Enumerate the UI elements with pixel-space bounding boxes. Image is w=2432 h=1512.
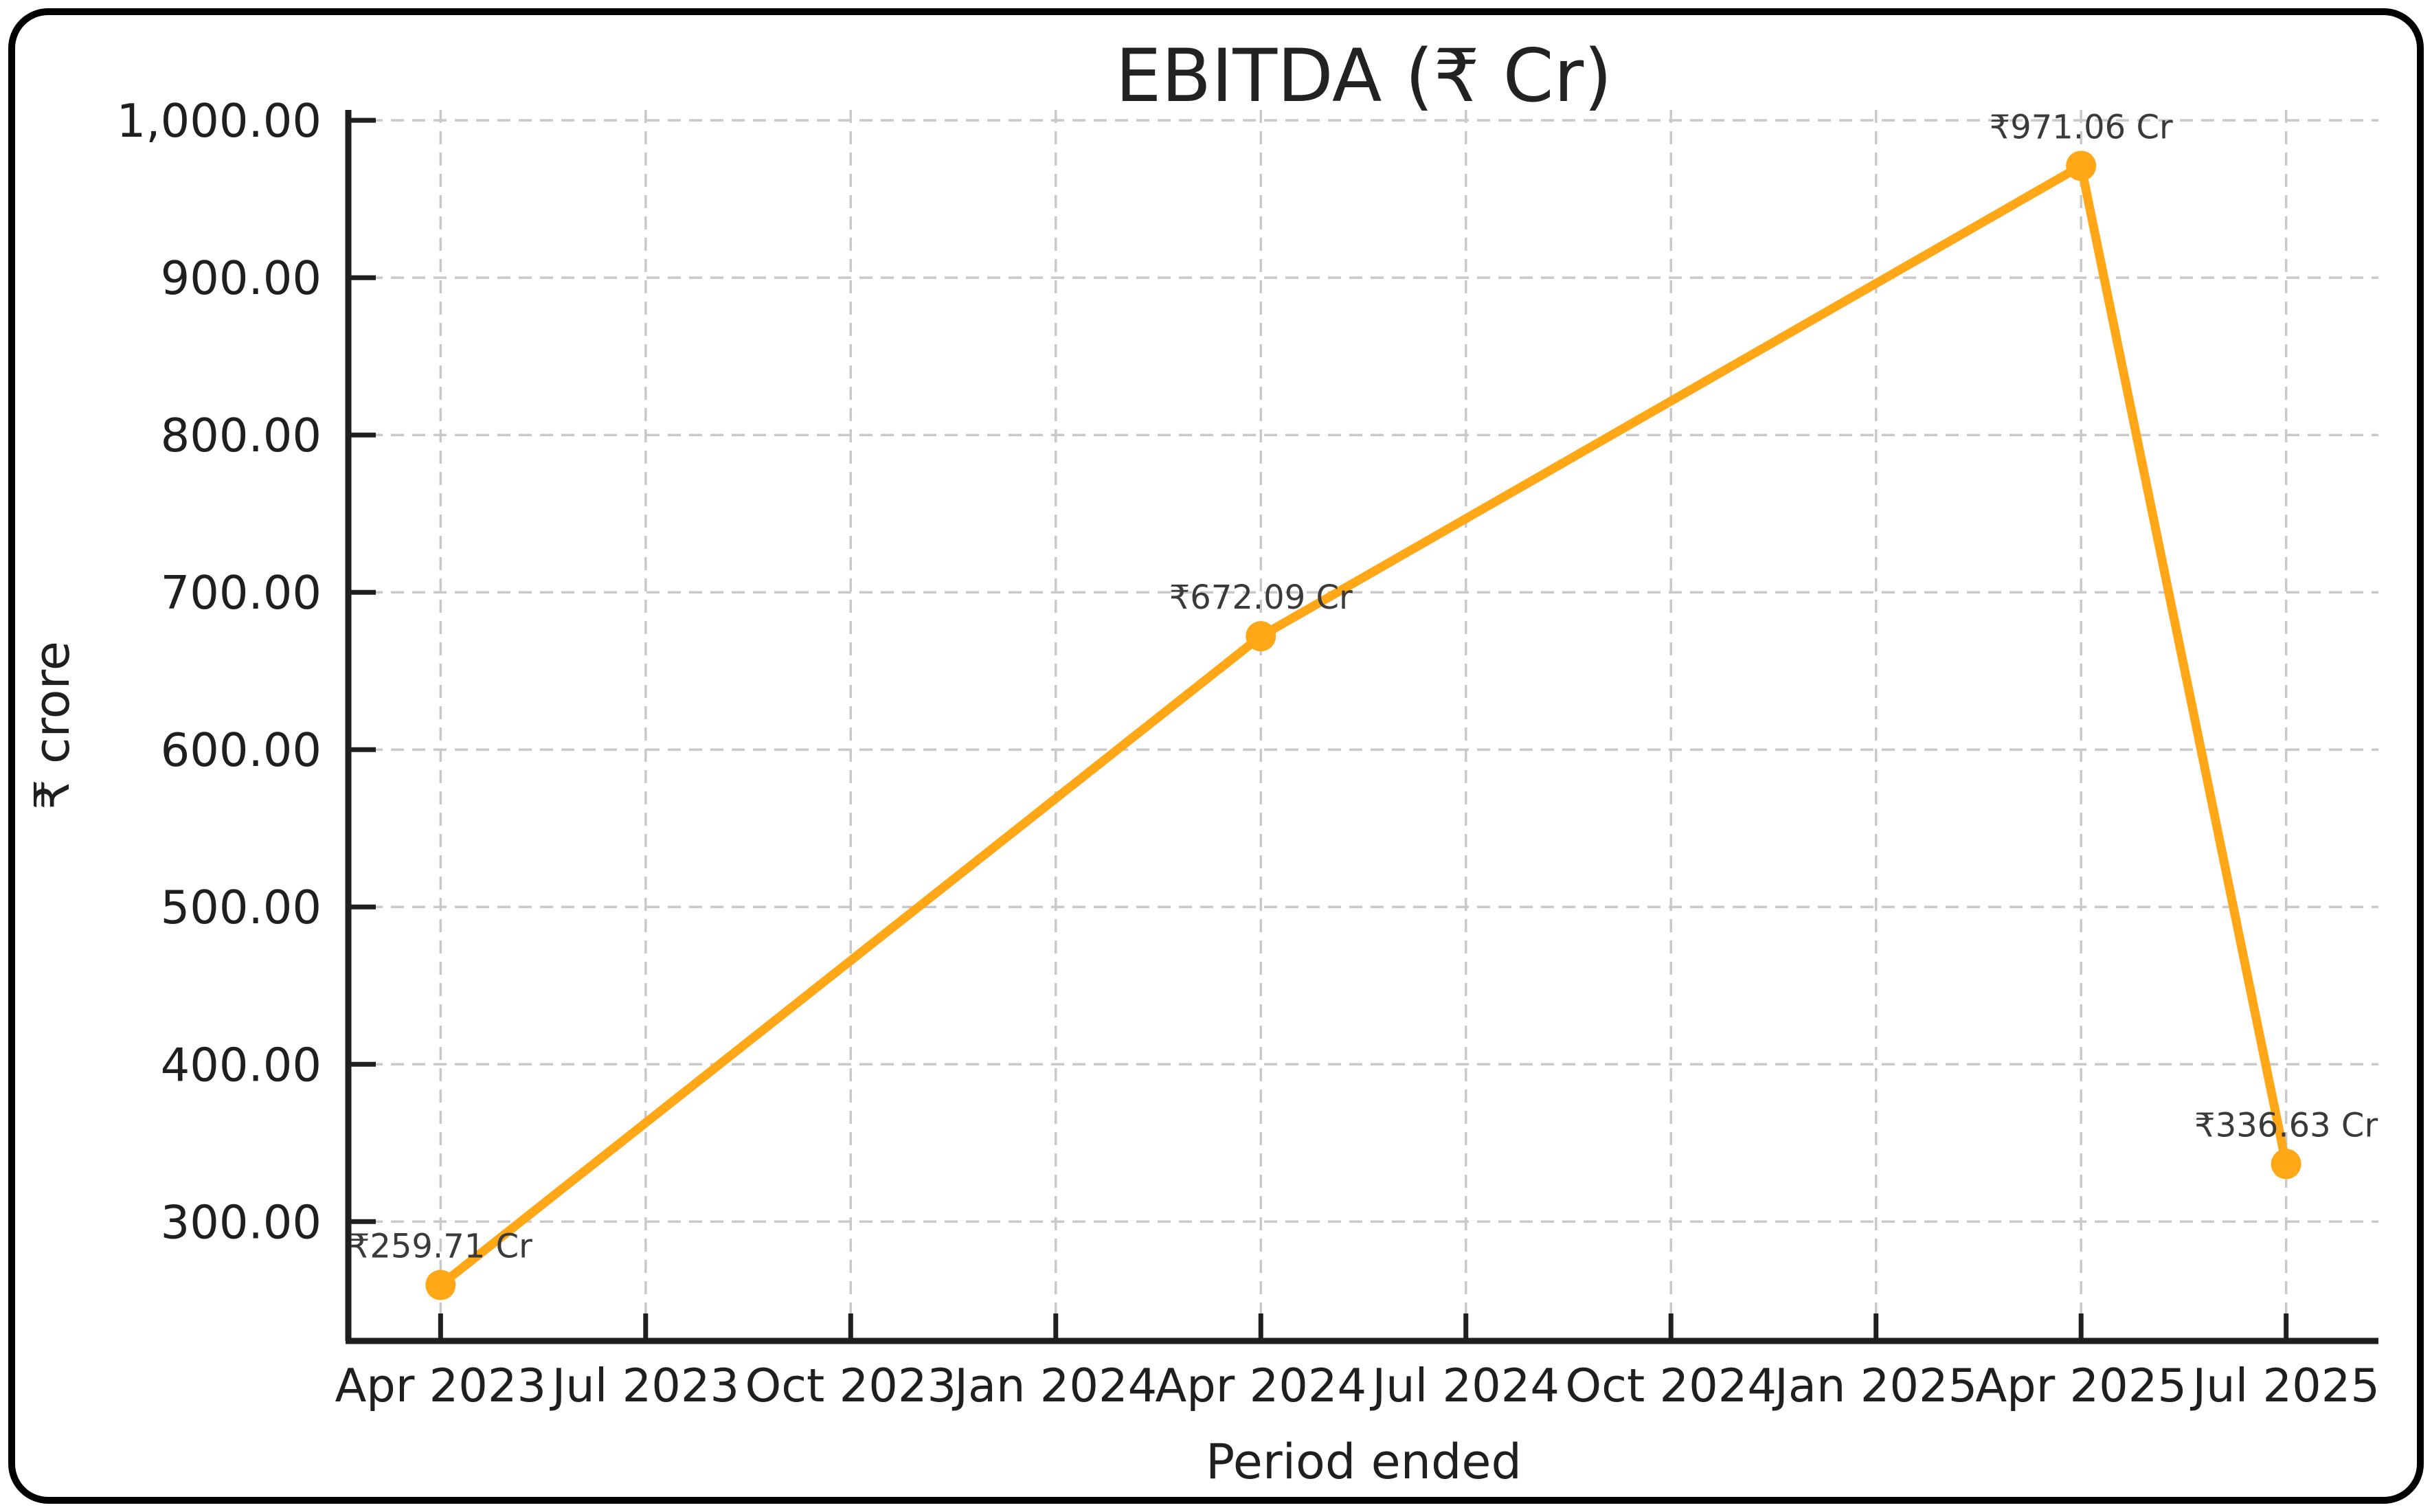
point-labels: ₹259.71 Cr ₹672.09 Cr ₹971.06 Cr ₹336.63 Cr	[349, 108, 2378, 1265]
x-tick-label: Apr 2023	[335, 1359, 546, 1412]
x-axis-label: Period ended	[1206, 1434, 1522, 1490]
y-tick-label: 700.00	[161, 566, 322, 620]
x-tick-label: Oct 2023	[745, 1359, 956, 1412]
x-tick-label: Jul 2024	[1369, 1359, 1560, 1412]
y-tick-label: 300.00	[161, 1195, 322, 1249]
data-point-label: ₹672.09 Cr	[1169, 578, 1353, 617]
x-tick-label: Apr 2025	[1975, 1359, 2187, 1412]
y-axis-label: ₹ crore	[24, 641, 80, 810]
data-point-label: ₹971.06 Cr	[1990, 108, 2173, 146]
series-layer	[425, 150, 2301, 1300]
x-tick-label: Oct 2024	[1565, 1359, 1777, 1412]
y-tick-label: 800.00	[161, 409, 322, 462]
y-tick-label: 900.00	[161, 251, 322, 305]
y-tick-label: 500.00	[161, 881, 322, 934]
y-tick-label: 1,000.00	[117, 94, 322, 148]
data-point-label: ₹336.63 Cr	[2194, 1106, 2378, 1144]
x-tick-label: Jan 2024	[952, 1359, 1157, 1412]
x-tick-label: Jan 2025	[1772, 1359, 1977, 1412]
data-point-marker	[2271, 1149, 2301, 1180]
ebitda-line	[436, 161, 2291, 1290]
data-point-marker	[2066, 150, 2097, 181]
chart-title: EBITDA (₹ Cr)	[1115, 34, 1612, 118]
x-tick-label: Apr 2024	[1155, 1359, 1366, 1412]
data-point-marker	[1246, 621, 1276, 652]
y-tick-label: 400.00	[161, 1038, 322, 1092]
y-tick-label: 600.00	[161, 723, 322, 777]
x-tick-label: Jul 2025	[2189, 1359, 2380, 1412]
data-point-label: ₹259.71 Cr	[349, 1228, 532, 1266]
data-point-marker	[425, 1270, 456, 1300]
gridlines	[348, 110, 2378, 1341]
axes	[345, 110, 2378, 1344]
x-tick-label: Jul 2023	[549, 1359, 739, 1412]
